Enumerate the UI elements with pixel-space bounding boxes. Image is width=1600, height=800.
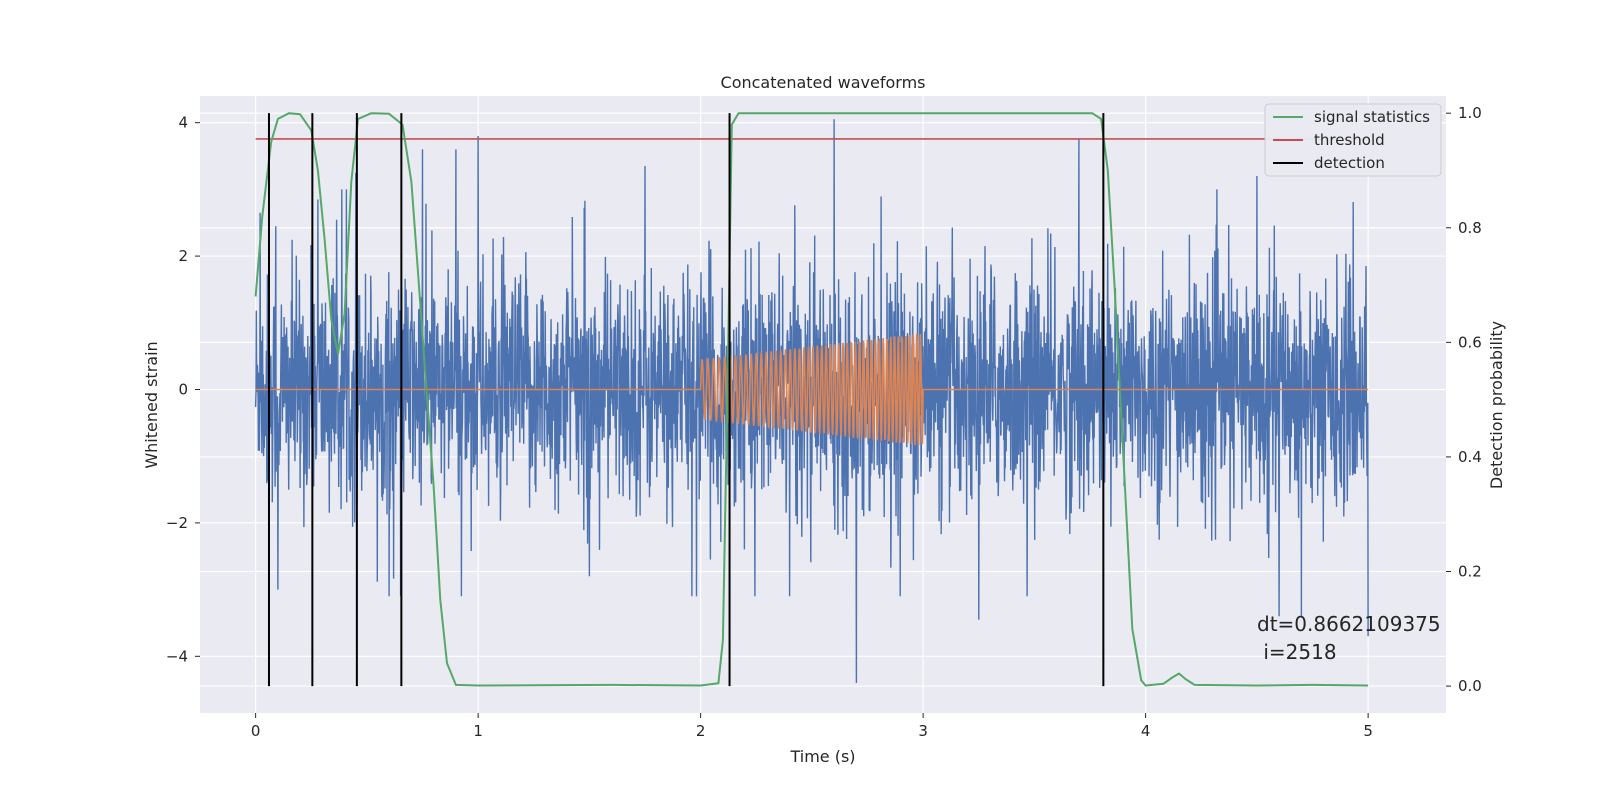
x-tick-label: 1: [473, 722, 483, 740]
legend: signal statistics threshold detection: [1264, 103, 1442, 177]
series-whitened-strain: [254, 119, 1369, 684]
y2-axis-label: Detection probability: [1487, 321, 1506, 489]
x-tick-label: 4: [1141, 722, 1151, 740]
y-tick-label: −4: [166, 647, 188, 665]
x-tick-label: 0: [251, 722, 261, 740]
y2-tick-label: 0.6: [1458, 333, 1482, 351]
series-injected-signal: [255, 333, 1369, 446]
legend-box: [1264, 103, 1442, 177]
legend-label-signal-statistics: signal statistics: [1314, 108, 1430, 126]
y2-tick-label: 0.2: [1458, 562, 1482, 580]
chart-title: Concatenated waveforms: [721, 73, 926, 92]
y-tick-label: 0: [178, 380, 188, 398]
ticks: 0 1 2 3 4 5 −4 −2 0 2 4 0.0 0.2 0.4 0.6 0.8 1.0: [166, 104, 1482, 740]
x-tick-label: 2: [696, 722, 706, 740]
legend-label-detection: detection: [1314, 154, 1385, 172]
x-axis-label: Time (s): [789, 747, 855, 766]
x-tick-label: 3: [918, 722, 928, 740]
y2-tick-label: 0.0: [1458, 677, 1482, 695]
y-tick-label: −2: [166, 514, 188, 532]
series-layer: [254, 112, 1369, 687]
y-axis-label: Whitened strain: [142, 341, 161, 468]
series-signal-statistics: [254, 112, 1369, 687]
annotation-dt: dt=0.8662109375: [1257, 612, 1441, 636]
annotation-i: i=2518: [1257, 640, 1337, 664]
y2-tick-label: 0.4: [1458, 448, 1482, 466]
y-tick-label: 2: [178, 247, 188, 265]
y2-tick-label: 1.0: [1458, 104, 1482, 122]
legend-label-threshold: threshold: [1314, 131, 1385, 149]
y-tick-label: 4: [178, 114, 188, 132]
y2-tick-label: 0.8: [1458, 219, 1482, 237]
x-tick-label: 5: [1363, 722, 1373, 740]
